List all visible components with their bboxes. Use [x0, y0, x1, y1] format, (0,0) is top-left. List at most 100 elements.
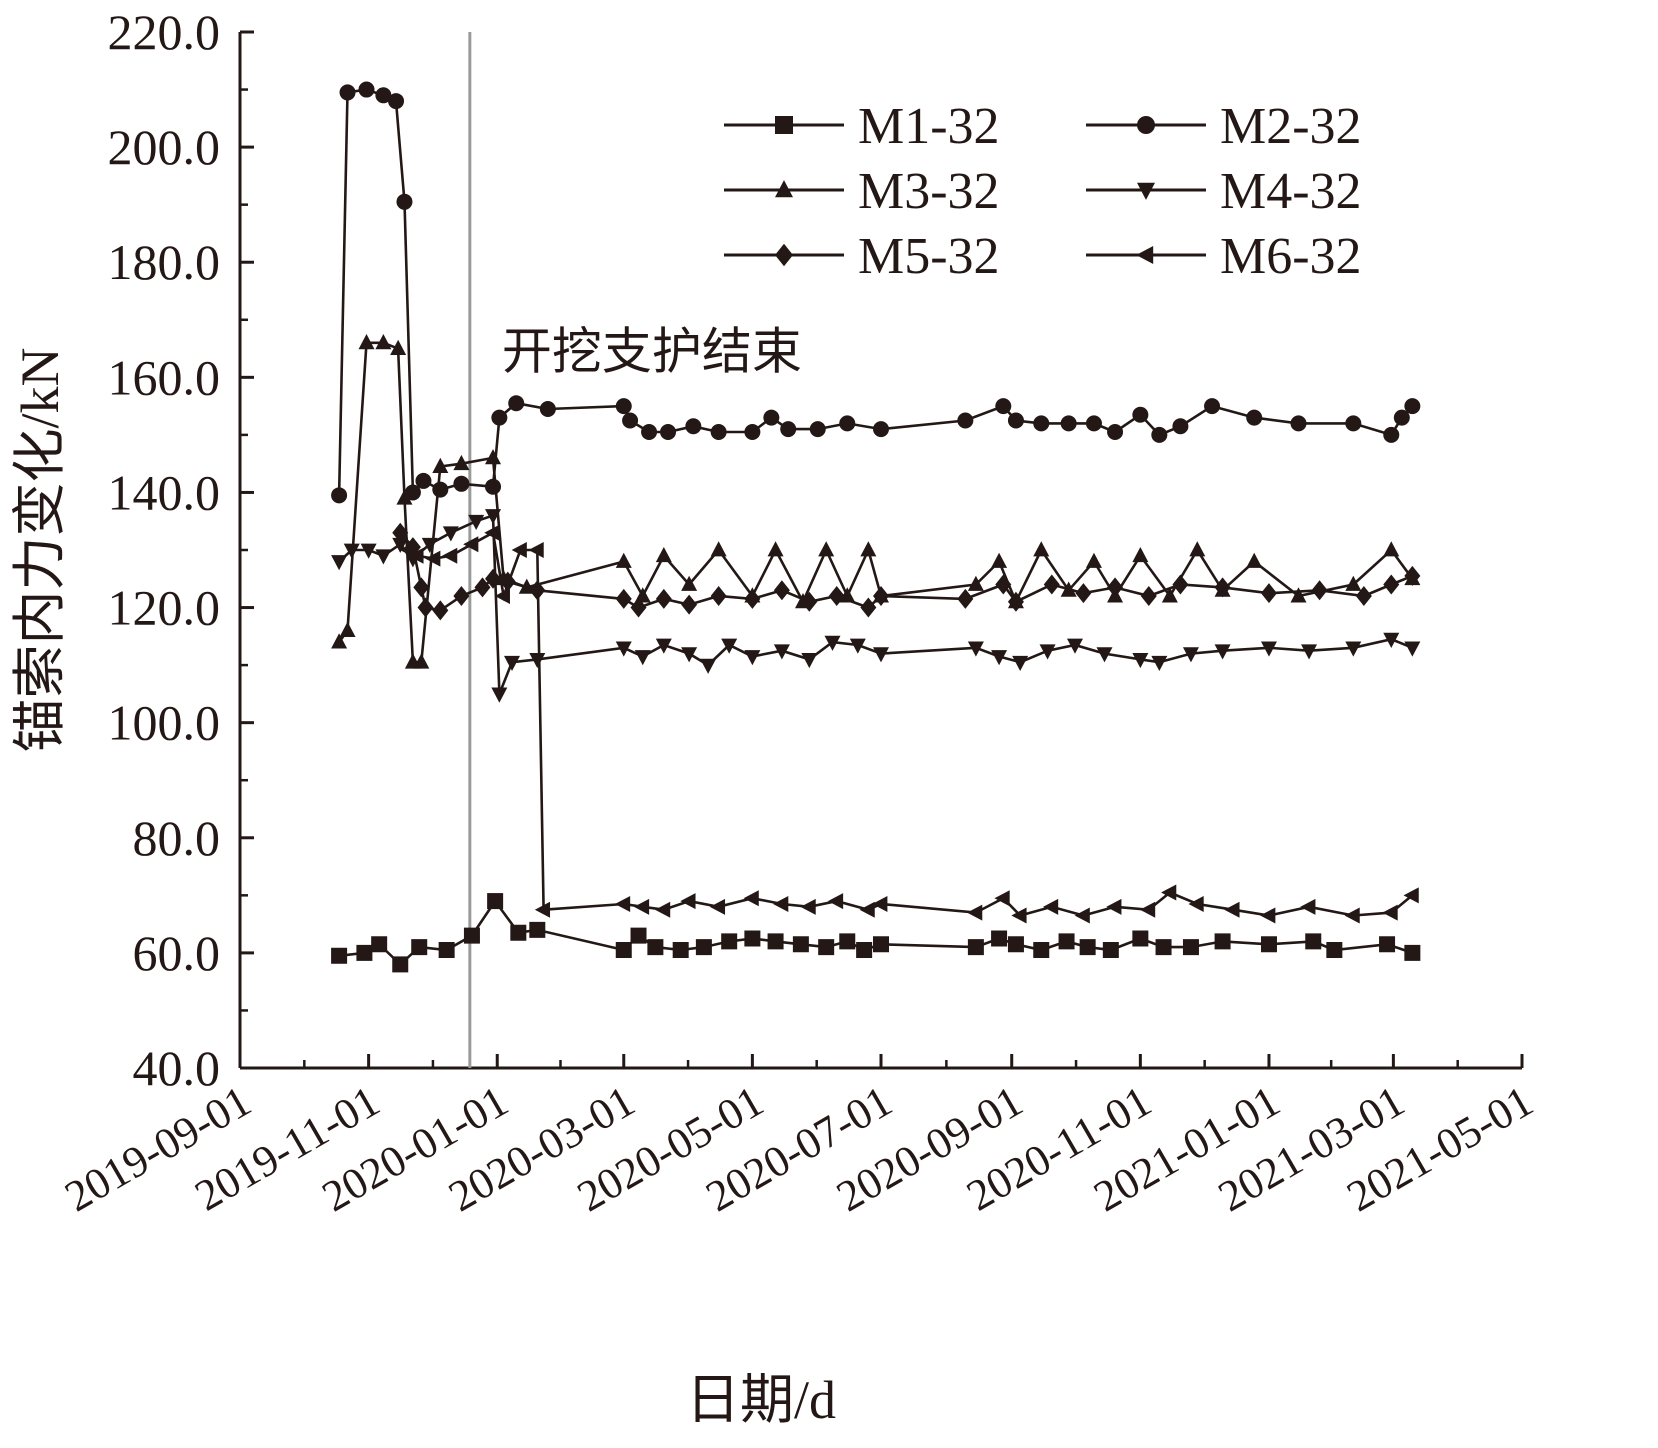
data-point-M4-32	[421, 537, 438, 554]
data-point-M4-32	[485, 509, 502, 525]
data-point-M3-32	[1345, 575, 1362, 591]
y-axis-title: 锚索内力变化/kN	[10, 348, 70, 753]
data-point-M1-32	[744, 930, 761, 947]
data-point-M3-32	[767, 541, 784, 557]
data-point-M6-32	[534, 901, 551, 918]
data-point-M6-32	[655, 901, 671, 918]
legend-label: M4-32	[1220, 163, 1362, 220]
data-point-M1-32	[1305, 933, 1322, 950]
data-point-M1-32	[1379, 936, 1396, 953]
data-point-M4-32	[529, 652, 546, 669]
data-point-M3-32	[615, 552, 632, 568]
data-point-M6-32	[1382, 904, 1398, 921]
data-point-M5-32	[1311, 580, 1328, 601]
data-point-M1-32	[630, 927, 647, 944]
data-point-M4-32	[491, 687, 508, 703]
data-point-M5-32	[1214, 577, 1231, 598]
data-point-M1-32	[1102, 942, 1119, 959]
data-point-M2-32	[331, 487, 348, 504]
data-point-M1-32	[1007, 936, 1024, 953]
data-point-M5-32	[773, 580, 790, 601]
data-point-M5-32	[957, 588, 974, 609]
data-point-M5-32	[1043, 574, 1060, 595]
data-point-M3-32	[1085, 552, 1102, 568]
y-tick-label: 180.0	[108, 234, 221, 290]
data-point-M3-32	[375, 334, 392, 350]
data-point-M2-32	[1393, 409, 1410, 426]
data-point-M2-32	[358, 81, 375, 98]
y-tick-label: 140.0	[108, 464, 221, 520]
data-point-M4-32	[773, 644, 790, 660]
data-point-M1-32	[1182, 939, 1199, 956]
data-point-M2-32	[1151, 426, 1168, 443]
data-point-M5-32	[681, 594, 698, 615]
data-point-M1-32	[647, 939, 664, 956]
data-point-M4-32	[655, 638, 672, 654]
legend-label: M3-32	[858, 163, 1000, 220]
data-point-M2-32	[873, 421, 889, 438]
data-point-M3-32	[485, 449, 502, 465]
data-point-M2-32	[508, 395, 525, 412]
data-point-M2-32	[1290, 415, 1307, 432]
legend-marker	[1137, 182, 1155, 200]
data-point-M5-32	[801, 591, 818, 612]
data-point-M6-32	[614, 895, 631, 912]
data-point-M4-32	[468, 514, 485, 531]
y-tick-label: 100.0	[108, 695, 221, 751]
data-point-M4-32	[801, 652, 818, 669]
legend-item-M3-32: M3-32	[724, 163, 1000, 220]
data-point-M1-32	[1404, 944, 1421, 961]
data-point-M3-32	[358, 334, 375, 350]
data-point-M2-32	[780, 421, 797, 438]
data-point-M1-32	[873, 936, 889, 953]
data-point-M4-32	[1151, 655, 1168, 672]
data-point-M1-32	[1326, 942, 1343, 959]
data-point-M1-32	[1214, 933, 1231, 950]
legend-marker	[1136, 246, 1154, 264]
data-point-M5-32	[873, 586, 889, 607]
data-point-M3-32	[339, 621, 356, 637]
data-point-M1-32	[818, 939, 835, 956]
data-point-M2-32	[491, 409, 508, 426]
data-point-M1-32	[839, 933, 856, 950]
data-point-M2-32	[1085, 415, 1102, 432]
data-point-M6-32	[1106, 898, 1122, 915]
data-point-M2-32	[641, 424, 658, 441]
data-point-M6-32	[425, 550, 441, 567]
data-point-M6-32	[494, 588, 510, 605]
data-point-M6-32	[528, 542, 544, 558]
data-point-M6-32	[967, 904, 983, 921]
data-point-M1-32	[856, 942, 873, 959]
data-point-M3-32	[681, 575, 698, 591]
data-point-M3-32	[1161, 587, 1178, 603]
data-point-M1-32	[1033, 942, 1050, 959]
data-point-M4-32	[849, 638, 866, 654]
y-tick-label: 80.0	[133, 810, 221, 866]
data-point-M6-32	[800, 898, 816, 915]
data-point-M6-32	[1161, 884, 1177, 901]
legend-marker	[1137, 116, 1155, 134]
legend-marker	[775, 116, 793, 134]
data-point-M1-32	[967, 939, 984, 956]
data-point-M4-32	[504, 655, 521, 672]
legend-item-M6-32: M6-32	[1086, 228, 1362, 285]
data-point-M4-32	[1096, 647, 1113, 663]
data-point-M5-32	[828, 586, 845, 607]
data-point-M2-32	[1007, 412, 1024, 429]
data-point-M6-32	[773, 895, 789, 912]
legend-item-M4-32: M4-32	[1086, 163, 1362, 220]
data-point-M3-32	[413, 653, 430, 669]
data-point-M1-32	[721, 933, 738, 950]
data-point-M4-32	[824, 635, 841, 651]
data-point-M3-32	[1290, 587, 1307, 603]
data-point-M4-32	[1039, 644, 1056, 660]
legend-label: M6-32	[1220, 228, 1362, 285]
data-point-M2-32	[375, 87, 392, 104]
data-point-M3-32	[1383, 541, 1400, 557]
data-point-M5-32	[1172, 574, 1189, 595]
data-point-M5-32	[615, 588, 632, 609]
data-point-M4-32	[442, 526, 459, 542]
data-point-M3-32	[396, 489, 413, 505]
data-point-M6-32	[408, 547, 424, 564]
